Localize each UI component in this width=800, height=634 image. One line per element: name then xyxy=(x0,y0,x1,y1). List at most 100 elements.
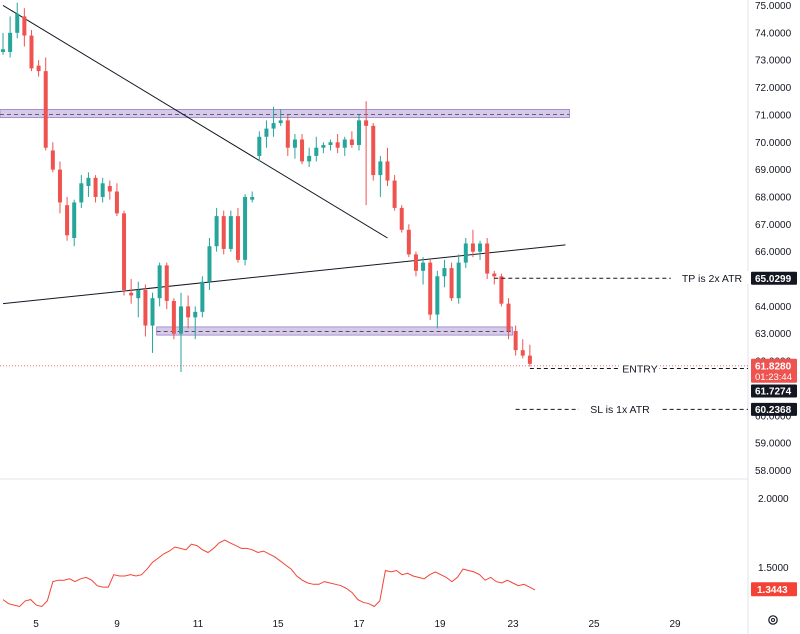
candle-body xyxy=(357,120,361,145)
candle[interactable] xyxy=(143,284,148,337)
candle[interactable] xyxy=(463,238,468,269)
candle-body xyxy=(179,306,183,334)
candle[interactable] xyxy=(171,298,176,340)
candle[interactable] xyxy=(492,270,497,285)
candle[interactable] xyxy=(513,325,518,356)
candles-layer[interactable] xyxy=(1,2,532,373)
candle[interactable] xyxy=(136,281,141,318)
candle[interactable] xyxy=(250,191,255,203)
candle[interactable] xyxy=(300,134,305,165)
indicator-line xyxy=(2,539,536,608)
candle[interactable] xyxy=(314,136,319,162)
candle[interactable] xyxy=(114,183,119,217)
candle[interactable] xyxy=(413,251,418,277)
settings-gear-icon[interactable] xyxy=(768,615,778,625)
candle[interactable] xyxy=(8,16,13,58)
candle[interactable] xyxy=(442,259,447,288)
candle-body xyxy=(193,311,198,318)
candle[interactable] xyxy=(36,60,41,77)
candle[interactable] xyxy=(243,194,248,266)
candle-body xyxy=(520,350,525,356)
candle[interactable] xyxy=(271,106,276,137)
candle[interactable] xyxy=(307,147,312,167)
candle[interactable] xyxy=(107,180,112,200)
candle[interactable] xyxy=(428,259,433,321)
candle-body xyxy=(122,213,127,290)
candle[interactable] xyxy=(385,147,390,187)
candle-body xyxy=(200,281,205,312)
y-tick-label: 75.0000 xyxy=(755,1,792,12)
price-axis[interactable]: 75.0000 74.0000 73.0000 72.0000 71.0000 70.00… xyxy=(755,1,792,574)
x-tick-label: 29 xyxy=(669,619,681,630)
candle[interactable] xyxy=(43,57,48,151)
candle[interactable] xyxy=(1,32,5,55)
candle[interactable] xyxy=(22,8,27,47)
entry-price-tag-bg xyxy=(751,384,797,398)
candle[interactable] xyxy=(357,114,361,151)
candle[interactable] xyxy=(278,109,283,126)
candle[interactable] xyxy=(193,306,198,340)
candle[interactable] xyxy=(264,120,269,148)
candle[interactable] xyxy=(449,262,454,301)
candle[interactable] xyxy=(157,262,162,307)
candle[interactable] xyxy=(122,210,127,296)
candle[interactable] xyxy=(364,101,369,206)
candle[interactable] xyxy=(207,238,212,290)
candle[interactable] xyxy=(349,131,354,148)
candle-body xyxy=(143,289,148,326)
y-tick-label: 60.0000 xyxy=(755,411,792,422)
entry-label-bg xyxy=(620,361,660,375)
candle[interactable] xyxy=(335,134,340,154)
candle[interactable] xyxy=(65,196,70,241)
candle[interactable] xyxy=(378,155,383,197)
entry-label: ENTRY xyxy=(622,363,657,375)
time-axis[interactable]: 5 9 11 15 17 19 23 25 29 xyxy=(33,619,681,630)
candle[interactable] xyxy=(235,207,240,263)
candle[interactable] xyxy=(72,199,77,247)
candle[interactable] xyxy=(86,172,91,197)
candle-body xyxy=(57,169,62,203)
candle[interactable] xyxy=(29,30,34,72)
candle[interactable] xyxy=(285,114,290,156)
candle[interactable] xyxy=(221,210,226,255)
candle[interactable] xyxy=(470,229,475,258)
candle[interactable] xyxy=(93,175,98,203)
candle[interactable] xyxy=(399,205,404,233)
candle[interactable] xyxy=(164,262,169,310)
candle[interactable] xyxy=(100,177,105,203)
candle[interactable] xyxy=(342,136,347,156)
candle[interactable] xyxy=(499,273,504,307)
y-tick-label: 74.0000 xyxy=(755,28,792,39)
candle[interactable] xyxy=(292,134,297,159)
candle-body xyxy=(100,183,105,197)
candle[interactable] xyxy=(406,224,411,258)
candle[interactable] xyxy=(421,257,426,285)
candle[interactable] xyxy=(15,2,20,39)
candle[interactable] xyxy=(371,123,376,181)
candle-body xyxy=(278,120,283,124)
candle[interactable] xyxy=(179,292,183,373)
candle[interactable] xyxy=(186,295,191,329)
y-tick-label: 59.0000 xyxy=(755,439,792,450)
candle[interactable] xyxy=(79,175,84,208)
candle[interactable] xyxy=(150,292,155,353)
candle[interactable] xyxy=(456,254,461,304)
candle[interactable] xyxy=(129,279,134,304)
candle[interactable] xyxy=(506,298,511,340)
candle[interactable] xyxy=(328,139,333,151)
candle[interactable] xyxy=(485,238,490,280)
candle[interactable] xyxy=(257,131,262,162)
candle[interactable] xyxy=(520,339,525,359)
candle[interactable] xyxy=(57,161,62,214)
candle[interactable] xyxy=(527,344,532,367)
candle[interactable] xyxy=(50,142,55,173)
candle[interactable] xyxy=(478,240,483,260)
trendline xyxy=(2,244,566,305)
candle[interactable] xyxy=(228,210,233,252)
candle[interactable] xyxy=(435,270,440,329)
candle[interactable] xyxy=(321,142,326,154)
candle[interactable] xyxy=(392,175,397,211)
candle[interactable] xyxy=(214,207,219,252)
candle[interactable] xyxy=(200,276,205,318)
